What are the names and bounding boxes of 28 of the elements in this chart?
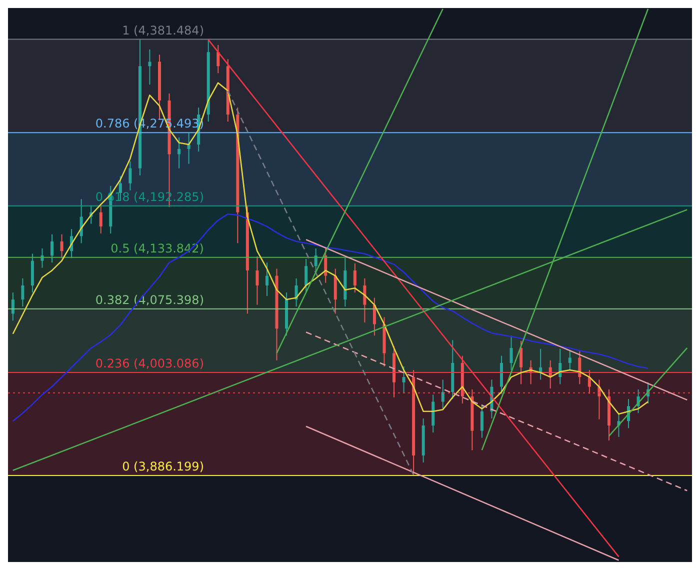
candlestick xyxy=(520,340,523,385)
candlestick xyxy=(11,292,14,322)
candlestick xyxy=(480,404,484,438)
candlestick xyxy=(21,278,24,308)
candlestick xyxy=(265,262,268,297)
candlestick xyxy=(304,258,308,293)
candlestick xyxy=(568,350,572,370)
candlestick xyxy=(510,335,513,370)
ref-line-label: 0 (3,886.199) xyxy=(122,460,204,474)
candlestick xyxy=(256,256,259,306)
candlestick xyxy=(353,262,356,293)
candlestick xyxy=(432,394,435,434)
candlestick xyxy=(99,204,102,234)
candlestick xyxy=(187,132,190,164)
candlestick xyxy=(216,44,220,74)
ref-line-label: 1 (4,381.484) xyxy=(122,23,204,38)
candlestick xyxy=(441,379,444,410)
candlestick xyxy=(578,350,582,385)
ref-line-label: 0.236 (4,003.086) xyxy=(95,356,204,371)
candlestick xyxy=(60,234,64,259)
candlestick xyxy=(500,355,503,394)
candlestick xyxy=(334,268,337,314)
candlestick xyxy=(148,48,152,86)
candlestick xyxy=(50,234,54,264)
candlestick xyxy=(128,160,132,191)
candlestick xyxy=(402,366,406,394)
candlestick xyxy=(178,136,181,169)
candlestick xyxy=(363,278,366,323)
